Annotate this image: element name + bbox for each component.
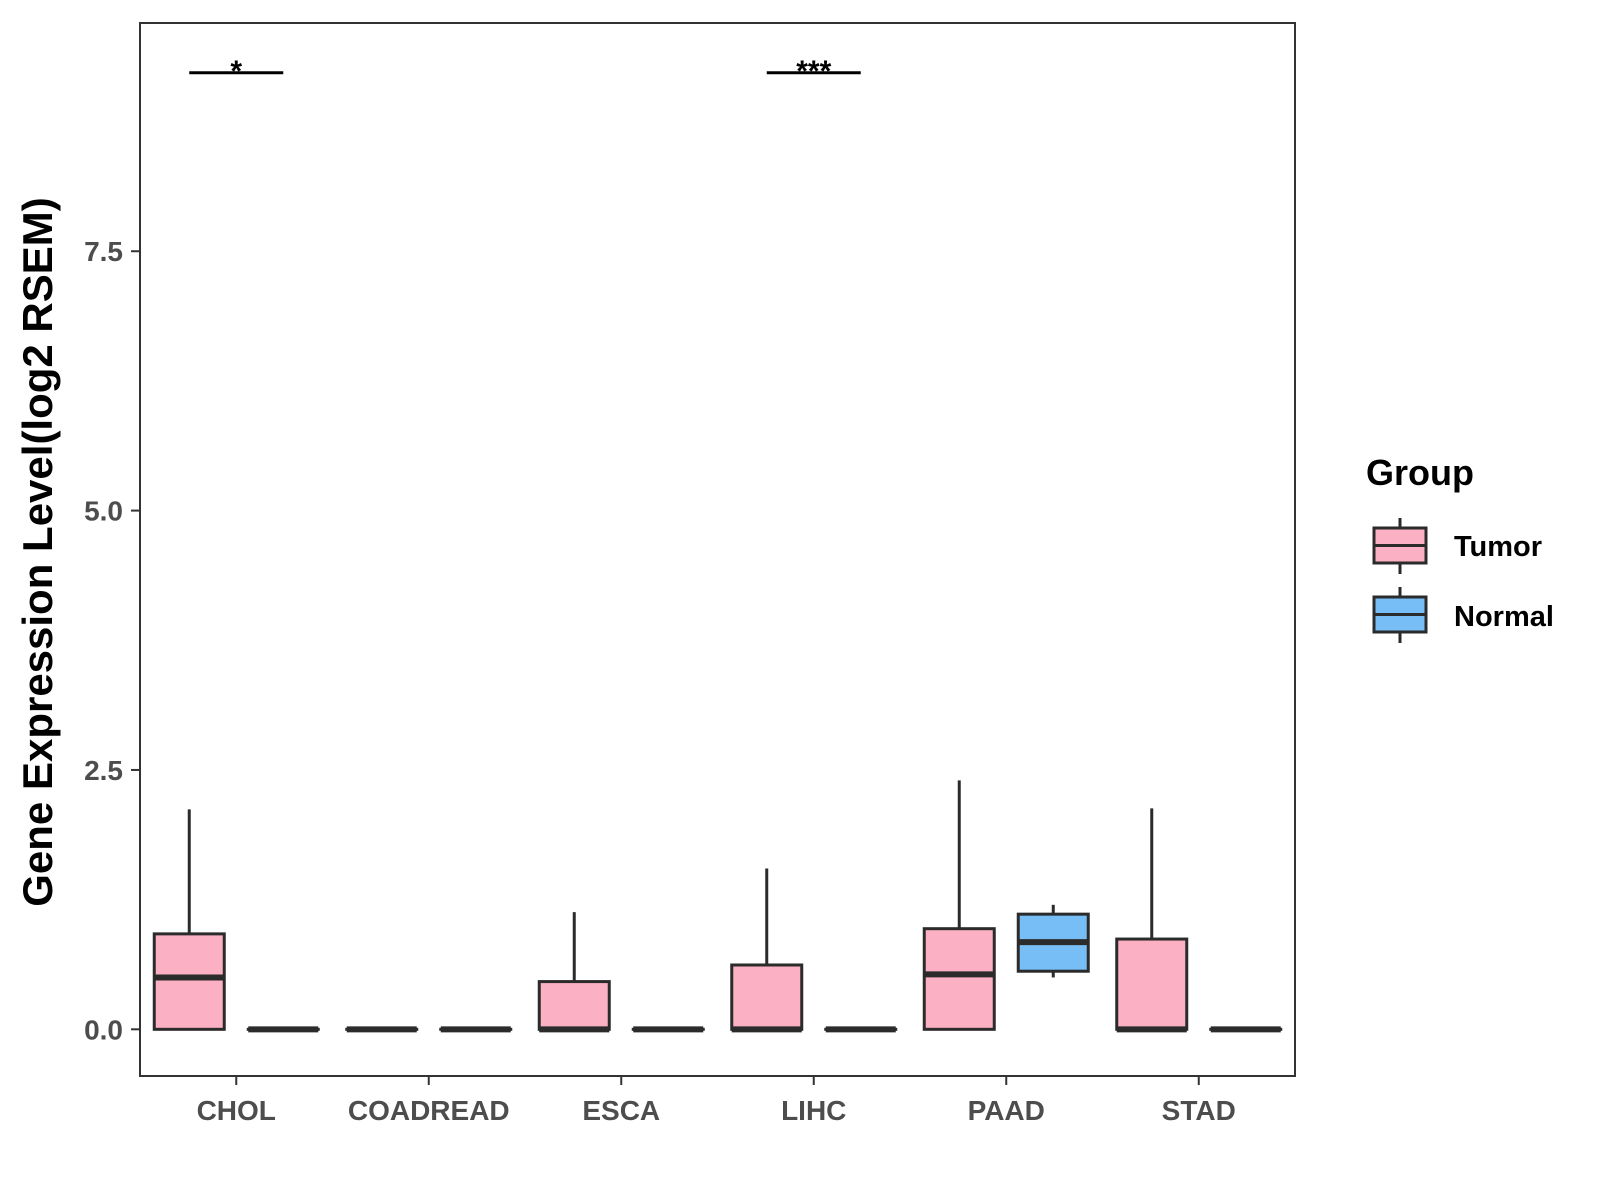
significance-label: *** [796,55,831,88]
box-body [537,980,611,1031]
box-tumor-lihc [730,868,804,1033]
box-tumor-chol [152,809,226,1031]
significance-annotations: * *** [189,55,861,88]
y-tick-label: 5.0 [84,496,123,527]
significance-label: * [230,55,242,88]
x-tick-label: COADREAD [348,1095,510,1126]
box-tumor-stad [1115,808,1189,1033]
y-axis-title: Gene Expression Level(log2 RSEM) [14,197,61,907]
box-body [922,927,996,1031]
y-axis-ticks: 0.0 2.5 5.0 7.5 [84,236,140,1045]
x-tick-label: LIHC [781,1095,846,1126]
legend-label-normal: Normal [1454,601,1554,633]
box-series [152,780,1283,1033]
x-tick-label: CHOL [197,1095,276,1126]
legend: Group Tumor Normal [1366,452,1554,643]
x-tick-label: PAAD [968,1095,1045,1126]
x-tick-label: STAD [1162,1095,1236,1126]
x-tick-label: ESCA [582,1095,660,1126]
box-normal-paad [1016,904,1090,978]
box-tumor-esca [537,912,611,1033]
legend-entry-tumor: Tumor [1372,518,1542,574]
y-tick-label: 2.5 [84,755,123,786]
y-tick-label: 7.5 [84,236,123,267]
plot-panel-border [139,22,1296,1077]
box-tumor-paad [922,780,996,1031]
y-tick-label: 0.0 [84,1014,123,1045]
x-axis-ticks: CHOL COADREAD ESCA LIHC PAAD STAD [197,1076,1236,1126]
legend-title: Group [1366,452,1474,493]
legend-label-tumor: Tumor [1454,531,1542,563]
legend-entry-normal: Normal [1372,587,1554,643]
box-body [1115,937,1189,1031]
box-body [152,932,226,1031]
box-body [730,963,804,1031]
